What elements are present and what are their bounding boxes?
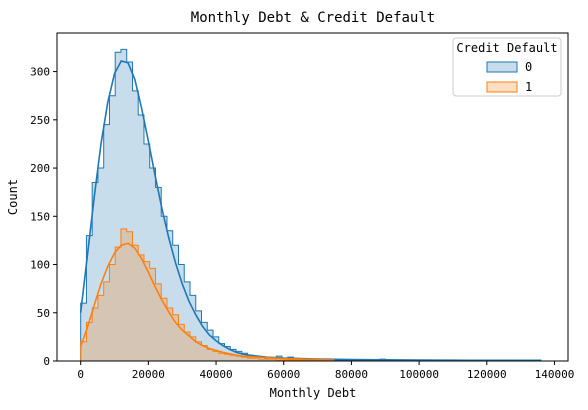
x-tick-label: 80000 (335, 368, 368, 381)
y-axis: 0 50 100 150 200 250 300 (30, 66, 57, 368)
x-tick-label: 100000 (399, 368, 439, 381)
legend-label-series-1: 1 (525, 80, 532, 94)
y-tick-label: 0 (43, 355, 50, 368)
histogram-fill-series-0 (80, 49, 541, 362)
y-tick-label: 150 (30, 210, 50, 223)
legend-swatch-series-1 (486, 81, 518, 93)
plot-area (56, 32, 569, 362)
legend-title: Credit Default (456, 41, 557, 55)
x-tick-label: 0 (77, 368, 84, 381)
legend-swatch-series-0 (486, 61, 518, 73)
legend-label-series-0: 0 (525, 60, 532, 74)
y-tick-label: 200 (30, 162, 50, 175)
plot-frame (56, 32, 569, 362)
y-axis-label: Count (6, 179, 20, 215)
x-tick-label: 140000 (535, 368, 575, 381)
x-tick-label: 40000 (199, 368, 232, 381)
x-axis: 0 20000 40000 60000 80000 100000 120000 140000 (77, 361, 574, 381)
legend: Credit Default 0 1 (452, 37, 562, 97)
kde-line-series-1 (79, 242, 335, 361)
y-tick-label: 100 (30, 259, 50, 272)
y-tick-label: 250 (30, 114, 50, 127)
x-tick-label: 20000 (132, 368, 165, 381)
chart-title: Monthly Debt & Credit Default (191, 10, 435, 26)
y-tick-label: 300 (30, 66, 50, 79)
x-axis-label: Monthly Debt (270, 386, 357, 400)
x-tick-label: 60000 (267, 368, 300, 381)
x-tick-label: 120000 (467, 368, 507, 381)
series-kde (79, 60, 541, 362)
legend-box (452, 37, 562, 97)
y-tick-label: 50 (37, 307, 50, 320)
